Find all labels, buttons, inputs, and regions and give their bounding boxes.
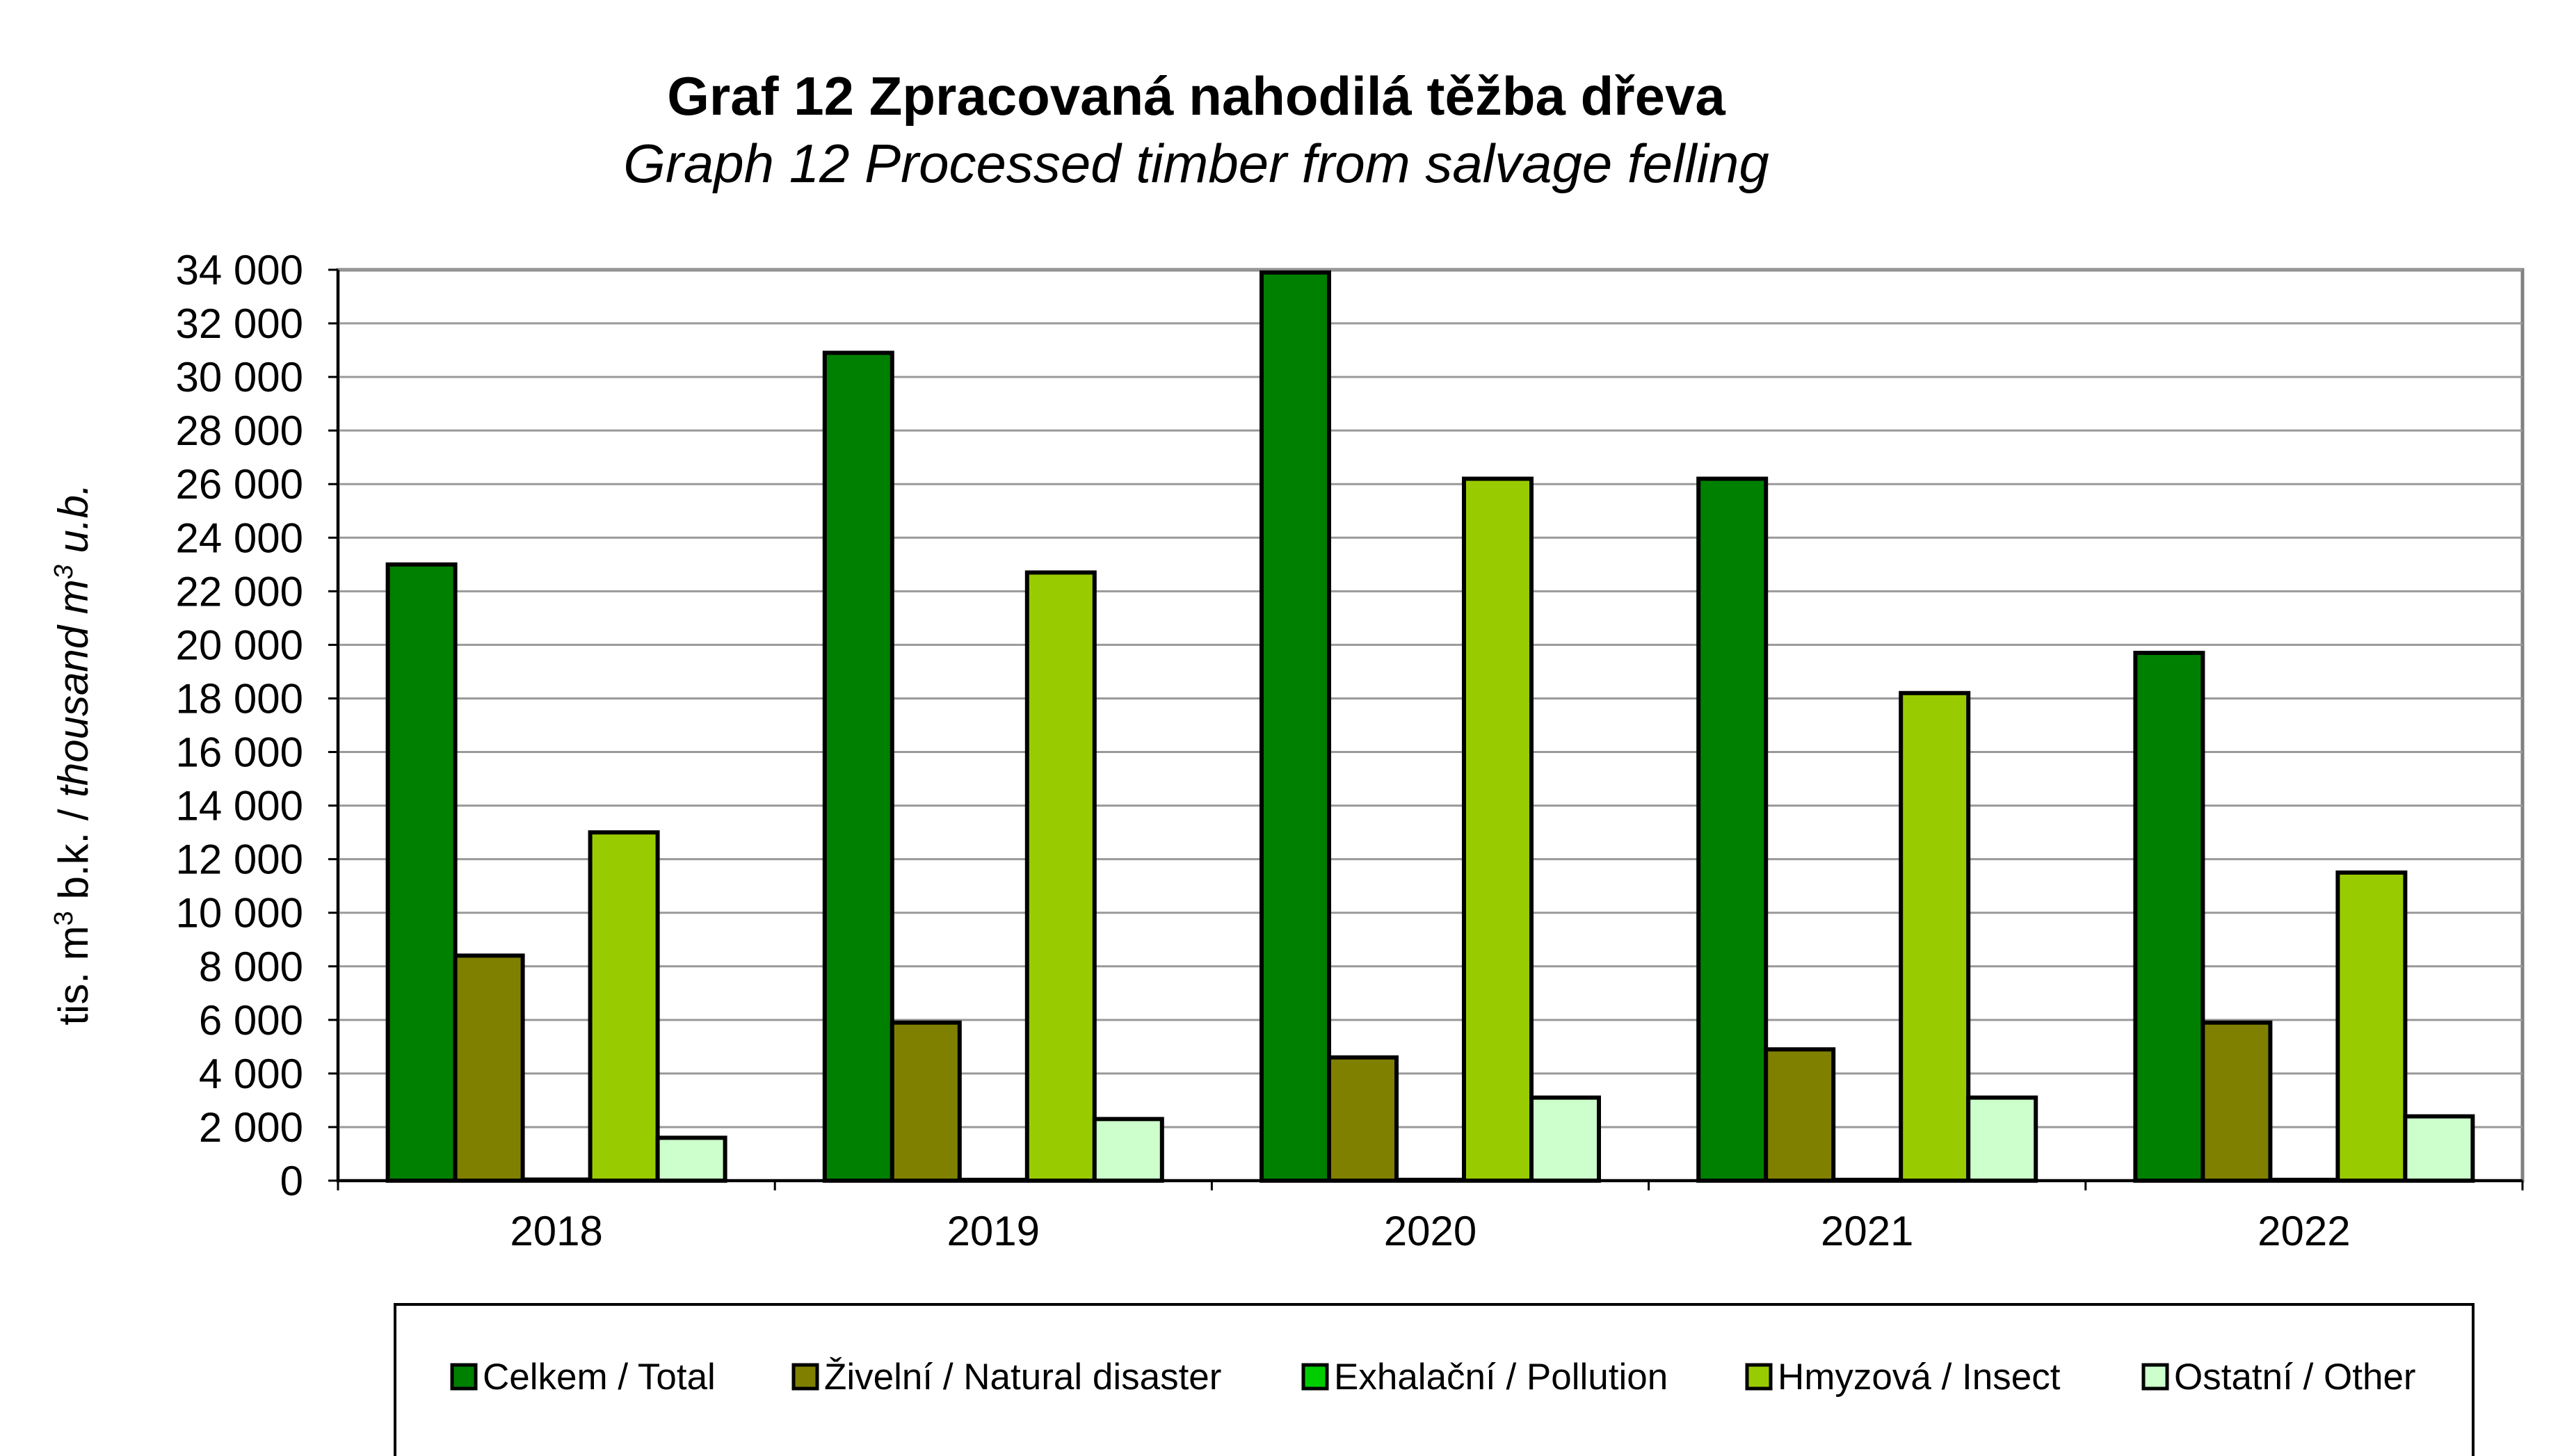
bar [2133, 650, 2205, 1183]
bar [822, 350, 894, 1183]
chart-subtitle: Graph 12 Processed timber from salvage f… [623, 133, 1769, 194]
y-axis-label-part-3: thousand m [50, 579, 97, 798]
y-axis-label: tis. m3 b.k. / thousand m3 u.b. [49, 483, 97, 1025]
y-tick-label: 34 000 [175, 247, 303, 293]
x-tick-label: 2021 [1821, 1208, 1913, 1254]
bar [453, 953, 525, 1183]
legend-swatch [1301, 1363, 1329, 1391]
x-tick-label: 2020 [1384, 1208, 1476, 1254]
y-tick-label: 32 000 [175, 300, 303, 347]
bar [1764, 1047, 1836, 1183]
y-tick-label: 14 000 [175, 783, 303, 830]
bar [655, 1135, 727, 1183]
legend-label: Celkem / Total [483, 1357, 716, 1398]
bar [1327, 1055, 1399, 1183]
y-tick-label: 0 [280, 1158, 303, 1204]
bar [2403, 1114, 2475, 1183]
y-axis-label-sup-1: 3 [49, 911, 79, 925]
bar [2335, 870, 2408, 1183]
y-tick-label: 8 000 [199, 944, 303, 990]
bar [1966, 1095, 2038, 1183]
y-tick-label: 4 000 [199, 1051, 303, 1097]
bar [1899, 690, 1971, 1183]
y-tick-label: 16 000 [175, 729, 303, 776]
y-tick-label: 24 000 [175, 515, 303, 561]
y-axis-label-part-4: u.b. [50, 483, 97, 565]
bar [890, 1020, 962, 1183]
y-tick-label: 2 000 [199, 1104, 303, 1151]
legend-label: Ostatní / Other [2174, 1357, 2416, 1398]
axes: 0 2 000 4 000 6 000 8 000 10 000 12 000 14 000 1… [175, 247, 2524, 1254]
bars [385, 270, 2475, 1183]
x-tick-label: 2018 [510, 1208, 602, 1254]
bar [1024, 570, 1097, 1183]
bar [1260, 270, 1331, 1183]
bar [1462, 476, 1534, 1183]
y-tick-label: 20 000 [175, 622, 303, 668]
bar [1696, 476, 1769, 1183]
chart-title: Graf 12 Zpracovaná nahodilá těžba dřeva [667, 65, 1725, 127]
legend-swatch [2141, 1363, 2169, 1391]
y-axis-label-part-1: tis. m [50, 925, 97, 1025]
bar [2200, 1020, 2273, 1183]
y-tick-label: 12 000 [175, 836, 303, 883]
y-tick-label: 30 000 [175, 354, 303, 401]
y-tick-label: 6 000 [199, 997, 303, 1044]
legend-swatch [791, 1363, 819, 1391]
y-tick-label: 22 000 [175, 568, 303, 615]
x-tick-label: 2022 [2258, 1208, 2350, 1254]
y-tick-label: 26 000 [175, 461, 303, 508]
bar [1092, 1117, 1164, 1183]
bar [1529, 1095, 1601, 1183]
legend-label: Exhalační / Pollution [1334, 1357, 1668, 1398]
legend: Celkem / Total Živelní / Natural disaster… [394, 1303, 2475, 1456]
bar [385, 562, 458, 1183]
legend-swatch [450, 1363, 478, 1391]
y-tick-label: 18 000 [175, 675, 303, 722]
legend-swatch [1745, 1363, 1773, 1391]
legend-label: Živelní / Natural disaster [824, 1357, 1221, 1398]
legend-box [394, 1303, 2475, 1456]
y-tick-label: 10 000 [175, 890, 303, 937]
y-axis-label-part-2: b.k. / [50, 798, 97, 911]
legend-label: Hmyzová / Insect [1778, 1357, 2061, 1398]
x-tick-label: 2019 [947, 1208, 1040, 1254]
y-axis-label-sup-2: 3 [49, 565, 79, 579]
bar [588, 830, 660, 1183]
y-tick-label: 28 000 [175, 407, 303, 454]
